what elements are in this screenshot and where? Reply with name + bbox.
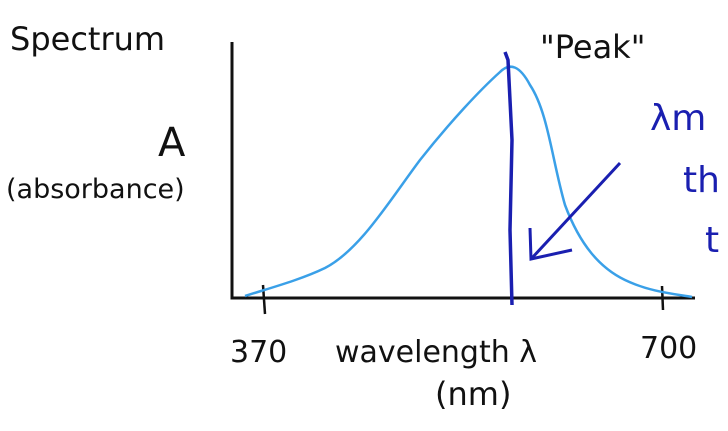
y-axis-label: (absorbance): [6, 174, 185, 205]
title: Spectrum: [10, 20, 165, 58]
tick: [662, 286, 663, 310]
note-line: th: [683, 160, 720, 201]
x-axis-unit: (nm): [435, 375, 511, 413]
x-axis-label: wavelength λ: [335, 335, 537, 370]
annotation: "Peak": [540, 28, 645, 66]
note-line: t: [705, 220, 719, 261]
note-line: λm: [650, 98, 706, 139]
y-axis-symbol: A: [158, 120, 186, 166]
x-axis-end: 700: [640, 331, 697, 366]
sketch: Spectrum "Peak" A (absorbance) 370 wavel…: [0, 0, 728, 431]
x-axis-start: 370: [230, 335, 287, 370]
